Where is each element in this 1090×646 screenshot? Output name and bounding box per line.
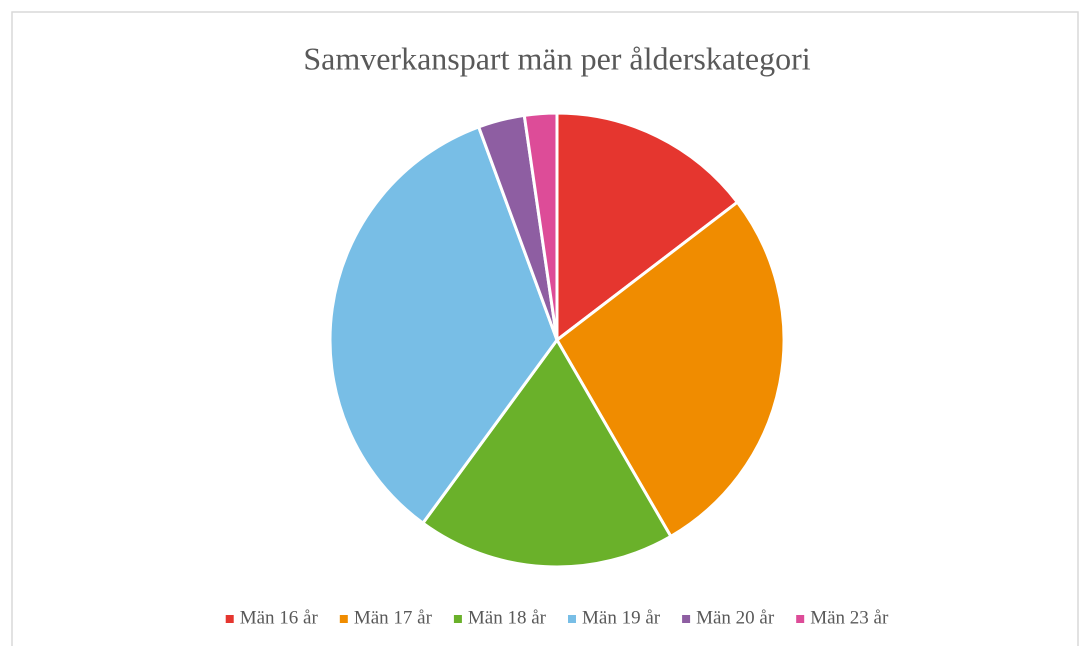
pie-slice [328,125,559,526]
legend-label: Män 19 år [582,607,661,628]
legend-marker [682,615,691,623]
legend-label: Män 18 år [468,607,547,628]
legend-label: Män 23 år [810,607,889,628]
pie-slice [555,111,740,344]
legend-label: Män 17 år [354,607,433,628]
pie-slice [555,200,786,539]
chart-title: Samverkanspart män per ålderskategori [303,40,810,76]
legend-marker [453,615,462,623]
legend-marker [339,615,348,623]
pie-slice [522,111,559,341]
legend-marker [225,615,234,623]
legend-label: Män 20 år [696,607,775,628]
legend-marker [796,615,805,623]
pie-slice [420,337,673,569]
legend-marker [568,615,576,623]
legend-label: Män 16 år [240,607,319,628]
chart-border [11,11,1079,646]
